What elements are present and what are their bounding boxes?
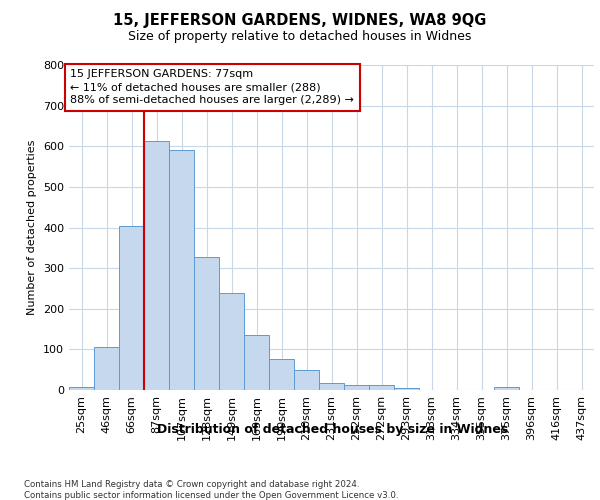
Bar (269, 359, 294, 390)
Bar (494, 387, 519, 390)
Text: 15, JEFFERSON GARDENS, WIDNES, WA8 9QG: 15, JEFFERSON GARDENS, WIDNES, WA8 9QG (113, 12, 487, 28)
Bar (119, 226, 144, 390)
Bar (69, 387, 94, 390)
Text: Contains HM Land Registry data © Crown copyright and database right 2024.: Contains HM Land Registry data © Crown c… (24, 480, 359, 489)
Text: Distribution of detached houses by size in Widnes: Distribution of detached houses by size … (157, 422, 509, 436)
Bar (294, 370, 319, 390)
Bar (144, 142, 169, 390)
Bar (319, 382, 344, 390)
Text: Contains public sector information licensed under the Open Government Licence v3: Contains public sector information licen… (24, 491, 398, 500)
Bar (244, 335, 269, 390)
Bar (194, 257, 219, 390)
Bar (94, 346, 119, 390)
Y-axis label: Number of detached properties: Number of detached properties (28, 140, 37, 315)
Text: Size of property relative to detached houses in Widnes: Size of property relative to detached ho… (128, 30, 472, 43)
Text: 15 JEFFERSON GARDENS: 77sqm
← 11% of detached houses are smaller (288)
88% of se: 15 JEFFERSON GARDENS: 77sqm ← 11% of det… (70, 69, 354, 106)
Bar (394, 388, 419, 390)
Bar (219, 294, 244, 390)
Bar (369, 384, 394, 390)
Bar (169, 150, 194, 390)
Bar (344, 384, 369, 390)
